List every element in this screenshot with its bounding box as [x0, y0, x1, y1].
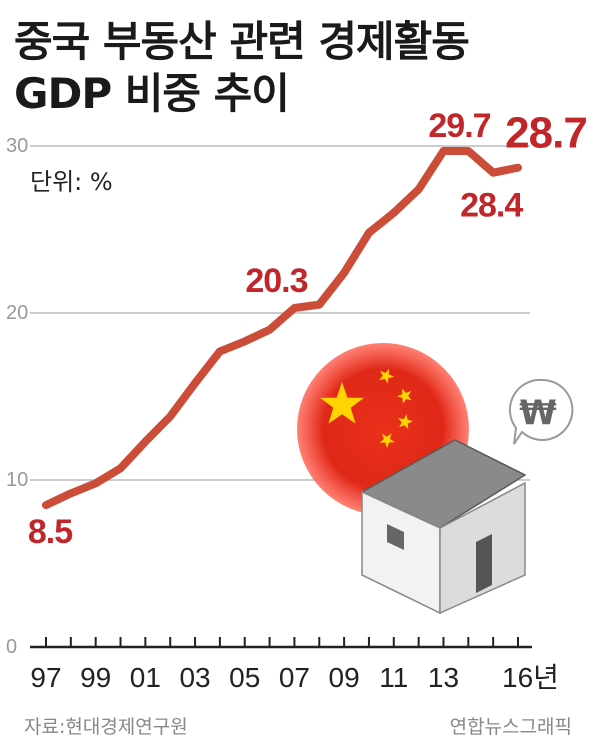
credit-label: 연합뉴스그래픽	[449, 716, 572, 738]
y-tick-label: 30	[6, 135, 28, 157]
unit-label: 단위: %	[30, 168, 113, 196]
flag-small-star	[379, 368, 394, 384]
y-tick-label: 20	[6, 302, 28, 324]
x-tick-label: 05	[229, 662, 260, 693]
series-line	[42, 147, 522, 510]
x-tick-label: 07	[279, 662, 310, 693]
x-tick-label: 01	[130, 662, 161, 693]
x-tick-label: 16년	[502, 662, 559, 693]
x-tick-label: 03	[179, 662, 210, 693]
won-speech-bubble-icon: ₩	[509, 378, 574, 445]
source-label: 자료:현대경제연구원	[24, 716, 188, 738]
x-tick-label: 11	[379, 662, 408, 693]
x-tick-label: 99	[80, 662, 111, 693]
flag-small-star	[397, 388, 412, 404]
data-label: 29.7	[428, 107, 490, 145]
flag-small-star	[379, 433, 395, 448]
y-tick-label: 0	[6, 636, 17, 658]
data-label: 28.4	[460, 187, 523, 225]
house-icon	[360, 439, 527, 615]
data-label: 20.3	[245, 262, 307, 300]
flag-big-star	[320, 382, 364, 424]
x-tick-label: 13	[428, 662, 459, 693]
flag-small-star	[398, 414, 413, 430]
data-label: 28.7	[505, 109, 587, 158]
x-tick-label: 97	[30, 662, 61, 693]
x-tick-label: 09	[329, 662, 360, 693]
chart-title-line2: GDP 비중 추이	[14, 69, 290, 118]
data-label: 8.5	[28, 513, 72, 551]
svg-text:₩: ₩	[519, 393, 557, 433]
y-tick-label: 10	[6, 469, 28, 491]
chart-title-line1: 중국 부동산 관련 경제활동	[14, 17, 470, 66]
